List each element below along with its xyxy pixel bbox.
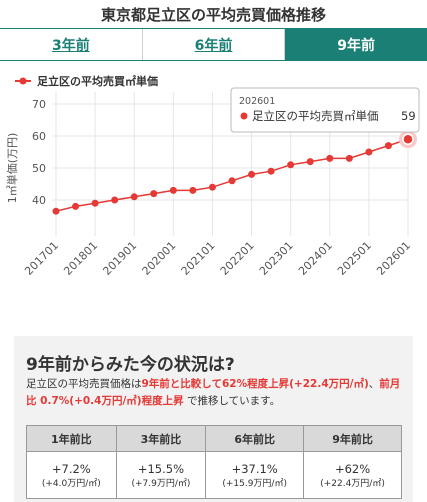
cell-amount: (+15.9万円/㎡) xyxy=(222,478,287,489)
tooltip-series: 足立区の平均売買㎡単価 xyxy=(252,109,379,123)
tooltip-value: 59 xyxy=(401,109,416,123)
cell-amount: (+22.4万円/㎡) xyxy=(320,478,385,489)
data-point[interactable] xyxy=(208,183,216,191)
cell-amount: (+4.0万円/㎡) xyxy=(41,478,101,489)
desc-highlight-1: 9年前と比較して62%程度上昇(+22.4万円/㎡) xyxy=(141,378,369,390)
chart-tooltip: 202601 足立区の平均売買㎡単価 59 xyxy=(230,87,420,133)
y-tick-label: 50 xyxy=(32,162,46,175)
data-point[interactable] xyxy=(345,154,353,162)
data-point[interactable] xyxy=(365,148,373,156)
data-point[interactable] xyxy=(326,154,334,162)
data-point[interactable] xyxy=(91,199,99,207)
tooltip-box xyxy=(230,87,420,133)
data-point[interactable] xyxy=(72,202,80,210)
period-tabs: 3年前 6年前 9年前 xyxy=(0,28,427,61)
summary-heading: 9年前からみた今の状況は? xyxy=(26,355,235,375)
x-tick-label: 201801 xyxy=(61,239,100,278)
page-title: 東京都足立区の平均売買価格推移 xyxy=(100,6,326,24)
header-3-years: 3年前比 xyxy=(115,425,207,452)
data-point[interactable] xyxy=(228,177,236,185)
tooltip-date: 202601 xyxy=(239,96,275,107)
chart-legend[interactable]: 足立区の平均売買㎡単価 xyxy=(15,74,158,88)
data-point[interactable] xyxy=(248,170,256,178)
legend-label: 足立区の平均売買㎡単価 xyxy=(37,74,158,88)
price-line-chart: 足立区の平均売買㎡単価 40 50 60 70 1㎡単価(万円) 201701 2018… xyxy=(5,74,420,278)
x-tick-label: 201901 xyxy=(100,239,139,278)
y-axis-label: 1㎡単価(万円) xyxy=(5,133,19,204)
summary-description: 足立区の平均売買価格は9年前と比較して62%程度上昇(+22.4万円/㎡)、前月… xyxy=(26,376,408,410)
cell-percent: +62% xyxy=(334,461,371,476)
comparison-table: 1年前比 3年前比 6年前比 9年前比 +7.2% (+4.0万円/㎡) +15.… xyxy=(26,425,402,499)
data-point[interactable] xyxy=(130,193,138,201)
cell-3-years: +15.5% (+7.9万円/㎡) xyxy=(115,451,207,499)
tab-6-years[interactable]: 6年前 xyxy=(143,29,286,60)
cell-9-years: +62% (+22.4万円/㎡) xyxy=(303,451,402,499)
x-tick-label: 202501 xyxy=(335,239,374,278)
x-tick-label: 202301 xyxy=(257,239,296,278)
cell-percent: +37.1% xyxy=(231,461,278,476)
header-9-years: 9年前比 xyxy=(303,425,402,452)
desc-text-1: 足立区の平均売買価格は xyxy=(26,378,142,390)
x-tick-label: 202201 xyxy=(218,239,257,278)
data-point[interactable] xyxy=(384,142,392,150)
header-6-years: 6年前比 xyxy=(205,425,305,452)
x-tick-label: 202101 xyxy=(179,239,218,278)
y-tick-label: 40 xyxy=(32,194,46,207)
data-point[interactable] xyxy=(169,186,177,194)
data-point[interactable] xyxy=(267,167,275,175)
cell-amount: (+7.9万円/㎡) xyxy=(131,478,191,489)
legend-marker xyxy=(19,77,27,85)
table-header-row: 1年前比 3年前比 6年前比 9年前比 xyxy=(26,425,402,452)
data-point[interactable] xyxy=(150,190,158,198)
data-point[interactable] xyxy=(287,161,295,169)
data-point[interactable] xyxy=(402,133,414,145)
tab-9-years[interactable]: 9年前 xyxy=(285,29,427,60)
data-point[interactable] xyxy=(52,207,60,215)
x-tick-label: 202001 xyxy=(140,239,179,278)
data-point[interactable] xyxy=(111,196,119,204)
cell-percent: +7.2% xyxy=(51,461,91,476)
y-tick-label: 60 xyxy=(32,130,46,143)
cell-1-year: +7.2% (+4.0万円/㎡) xyxy=(26,451,117,499)
cell-6-years: +37.1% (+15.9万円/㎡) xyxy=(205,451,305,499)
x-tick-label: 202401 xyxy=(296,239,335,278)
summary-panel: 9年前からみた今の状況は? 足立区の平均売買価格は9年前と比較して62%程度上昇… xyxy=(14,336,413,502)
x-tick-label: 201701 xyxy=(22,239,61,278)
desc-text-2: 、 xyxy=(368,378,380,390)
data-point[interactable] xyxy=(189,186,197,194)
tooltip-marker xyxy=(240,112,248,120)
table-row: +7.2% (+4.0万円/㎡) +15.5% (+7.9万円/㎡) +37.1% (… xyxy=(26,451,402,499)
desc-highlight-2: 前月比 0.7%(+0.4万円/㎡)程度上昇 xyxy=(26,378,401,407)
tab-3-years[interactable]: 3年前 xyxy=(0,29,143,60)
data-point[interactable] xyxy=(306,158,314,166)
y-tick-label: 70 xyxy=(32,98,46,111)
x-tick-label: 202601 xyxy=(374,239,413,278)
cell-percent: +15.5% xyxy=(137,461,184,476)
desc-text-3: で推移しています。 xyxy=(183,395,281,407)
header-1-year: 1年前比 xyxy=(26,425,117,452)
